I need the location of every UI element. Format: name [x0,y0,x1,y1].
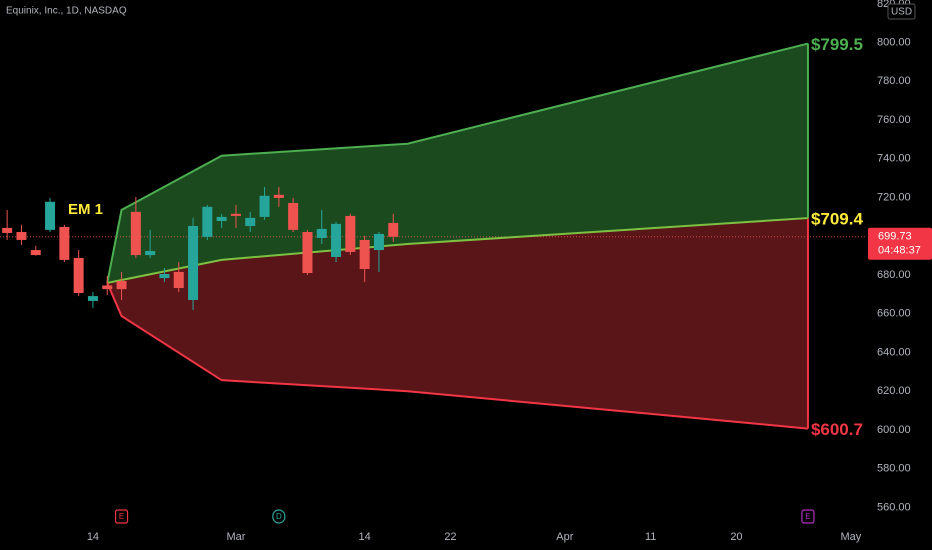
y-tick-label: 600.00 [877,424,911,436]
candle-body [2,227,13,233]
candle-body [216,216,227,221]
currency-label: USD [891,7,912,18]
annotation: EM 1 [68,201,103,218]
candle-body [102,285,113,290]
y-tick-label: 560.00 [877,501,911,513]
candle-body [173,271,184,288]
y-tick-label: 780.00 [877,75,911,87]
chart-title: Equinix, Inc., 1D, NASDAQ [6,6,127,17]
candle-body [130,211,141,256]
plot-area: $799.5 $709.4 $600.7 [0,35,866,439]
y-tick-label: 620.00 [877,385,911,397]
y-tick-label: 760.00 [877,114,911,126]
event-label: E [119,512,124,521]
event-label: E [805,512,810,521]
x-tick-label: 22 [444,531,456,543]
price-axis [866,0,932,550]
y-tick-label: 740.00 [877,153,911,165]
candle-body [159,274,170,279]
x-tick-label: Apr [556,531,573,543]
candle-body [188,226,199,300]
y-tick-label: 680.00 [877,269,911,281]
candle-body [59,226,70,260]
candle-body [359,239,370,269]
candle-body [45,201,56,230]
candle-body [202,206,213,237]
countdown-label: 04:48:37 [878,245,921,257]
candle-body [16,232,27,240]
candle-body [230,213,241,216]
y-tick-label: 580.00 [877,463,911,475]
candle-body [288,202,299,230]
lower-range-fill [107,218,808,429]
candle-body [345,215,356,252]
y-tick-label: 660.00 [877,308,911,320]
event-marker [114,509,129,524]
candle-body [116,281,127,290]
candle-body [302,232,313,274]
event-marker [272,509,286,524]
range-label: $600.7 [811,420,863,439]
candle-body [259,195,270,217]
x-tick-label: 14 [359,531,371,543]
last-price-label: 699.73 [878,231,912,243]
x-tick-label: 14 [87,531,99,543]
candle-body [145,250,156,256]
candle-body [388,222,399,237]
candle-body [316,228,327,239]
upper-range-fill [107,43,808,283]
y-tick-label: 720.00 [877,191,911,203]
x-tick-label: 20 [730,531,742,543]
event-marker [801,509,815,524]
candle-body [30,250,41,256]
candle-body [245,217,256,227]
range-line [106,282,809,430]
candle-body [73,257,84,294]
x-tick-label: May [840,531,861,543]
currency-badge [887,3,916,20]
candle-body [331,223,342,257]
y-tick-label: 640.00 [877,346,911,358]
event-label: D [276,512,282,521]
range-label: $709.4 [811,210,864,229]
candle-body [273,194,284,198]
range-line [106,42,809,284]
x-tick-label: Mar [226,531,245,543]
candle-body [87,296,98,301]
candle-body [373,233,384,251]
x-tick-label: 11 [645,531,656,543]
last-price-badge [868,227,932,260]
y-tick-label: 800.00 [877,37,911,49]
range-label: $799.5 [811,35,863,54]
